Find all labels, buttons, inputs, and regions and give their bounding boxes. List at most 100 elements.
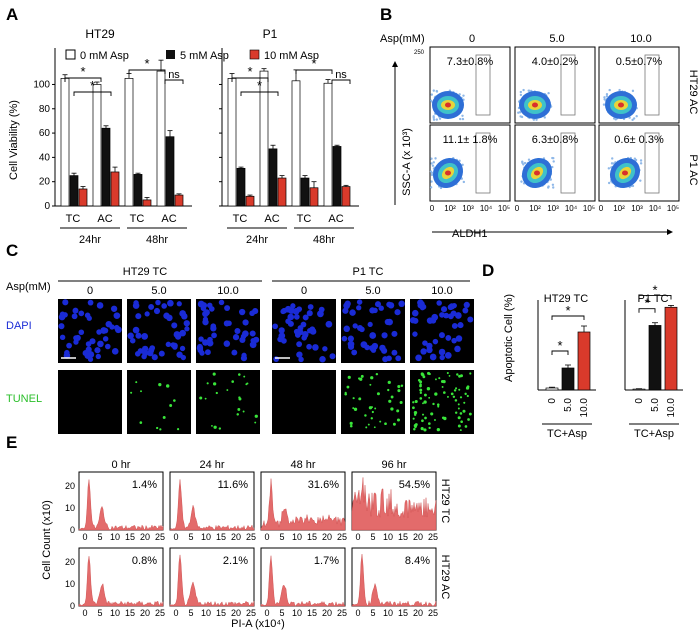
nucleus bbox=[110, 305, 118, 312]
nucleus bbox=[204, 349, 211, 356]
panel-d-chart-p1: P1 TC 0 5.0 10.0 TC+Asp ** bbox=[624, 282, 683, 440]
nucleus bbox=[202, 339, 209, 346]
nucleus bbox=[100, 327, 108, 334]
y-tick-label: 10 bbox=[65, 503, 75, 513]
nucleus bbox=[386, 355, 392, 362]
event-dot bbox=[435, 89, 438, 93]
sig-bracket bbox=[73, 91, 112, 96]
nucleus bbox=[348, 343, 355, 350]
flow-plot: 7.3±0.8% bbox=[429, 46, 511, 124]
nucleus bbox=[165, 341, 172, 348]
apoptotic-cell bbox=[384, 422, 387, 426]
apoptotic-cell bbox=[349, 421, 353, 425]
x-tick-label: 5 bbox=[370, 608, 375, 618]
group-label: AC bbox=[97, 213, 112, 225]
nucleus bbox=[411, 309, 419, 317]
x-tick-label: 10² bbox=[444, 204, 456, 213]
nucleus bbox=[343, 302, 351, 310]
apoptotic-cell bbox=[441, 416, 445, 420]
nucleus bbox=[176, 351, 183, 358]
apoptotic-cell bbox=[243, 375, 246, 378]
nucleus bbox=[172, 344, 178, 350]
nucleus bbox=[197, 347, 204, 354]
event-dot bbox=[432, 118, 436, 121]
category-label: 0 bbox=[547, 398, 558, 404]
event-dot bbox=[462, 180, 466, 184]
tunel-image bbox=[58, 370, 122, 434]
nucleus bbox=[238, 308, 246, 316]
histogram-trace bbox=[169, 554, 255, 607]
x-tick-label: 25 bbox=[246, 608, 256, 618]
group-label: AC bbox=[161, 213, 176, 225]
histogram: 54.5% 0 5 10 15 20 25 bbox=[351, 471, 438, 542]
bar bbox=[291, 80, 301, 207]
histogram-trace bbox=[78, 479, 164, 531]
apoptotic-cell bbox=[169, 404, 173, 407]
density-core bbox=[532, 102, 538, 108]
x-tick-label: 0 bbox=[264, 608, 269, 618]
nucleus bbox=[297, 329, 304, 336]
nucleus bbox=[211, 332, 217, 339]
concentration-label: 5.0 bbox=[365, 285, 380, 297]
nucleus bbox=[278, 327, 285, 334]
event-dot bbox=[635, 115, 638, 118]
gate-percentage: 6.3±0.8% bbox=[532, 134, 579, 146]
nucleus bbox=[232, 334, 240, 341]
apoptotic-cell bbox=[437, 405, 440, 408]
apoptotic-cell bbox=[396, 418, 400, 422]
nucleus bbox=[343, 325, 351, 333]
panel-b-flow-plots: 7.3±0.8% 4.0±0.2% 0.5±0.7% 11.1± 1.8% 0 10² 10… bbox=[429, 46, 680, 213]
apoptotic-cell bbox=[435, 378, 437, 381]
sig-bracket bbox=[128, 69, 166, 74]
nucleus bbox=[426, 346, 433, 354]
apoptotic-cell bbox=[352, 407, 355, 409]
nucleus bbox=[203, 309, 210, 316]
apoptotic-cell bbox=[457, 403, 460, 406]
x-tick-label: 5 bbox=[97, 608, 102, 618]
nucleus bbox=[381, 332, 388, 339]
apoptotic-cell bbox=[426, 387, 431, 391]
x-tick-label: 10 bbox=[383, 532, 393, 542]
nucleus bbox=[97, 340, 104, 348]
event-dot bbox=[547, 91, 550, 95]
nucleus bbox=[322, 346, 328, 352]
image-background bbox=[272, 370, 336, 434]
bar bbox=[60, 78, 70, 207]
panel-a-title-2: P1 bbox=[263, 27, 278, 41]
apoptotic-cell bbox=[423, 393, 427, 397]
nucleus bbox=[183, 320, 190, 327]
x-tick-label: 20 bbox=[413, 608, 423, 618]
bar bbox=[577, 331, 591, 391]
x-tick-label: 10 bbox=[201, 608, 211, 618]
apoptotic-cell bbox=[365, 426, 368, 429]
nucleus bbox=[206, 302, 213, 309]
apoptotic-cell bbox=[464, 392, 467, 396]
apoptotic-cell bbox=[238, 396, 241, 399]
nucleus bbox=[367, 321, 373, 328]
event-dot bbox=[639, 162, 643, 165]
tunel-image bbox=[127, 370, 191, 434]
x-tick-label: 0 bbox=[264, 532, 269, 542]
panel-label-e: E bbox=[6, 433, 17, 452]
y-tick-label: 20 bbox=[65, 481, 75, 491]
apoptotic-cell bbox=[237, 408, 241, 411]
concentration-label: 5.0 bbox=[151, 285, 166, 297]
apoptotic-cell bbox=[139, 421, 143, 424]
x-tick-label: 10³ bbox=[631, 204, 643, 213]
apoptotic-cell bbox=[218, 427, 222, 430]
panel-label-c: C bbox=[6, 241, 18, 260]
apoptotic-cell bbox=[457, 424, 461, 428]
concentration-label: 10.0 bbox=[431, 285, 452, 297]
event-dot bbox=[603, 98, 606, 101]
x-tick-label: 10³ bbox=[462, 204, 474, 213]
histogram-trace bbox=[260, 478, 346, 531]
event-dot bbox=[522, 88, 525, 92]
nucleus bbox=[290, 303, 296, 309]
x-tick-label: 10 bbox=[292, 608, 302, 618]
nucleus bbox=[394, 309, 401, 316]
event-dot bbox=[462, 94, 465, 97]
apoptotic-cell bbox=[414, 399, 418, 404]
event-dot bbox=[461, 114, 464, 118]
group-label: AC bbox=[264, 213, 279, 225]
